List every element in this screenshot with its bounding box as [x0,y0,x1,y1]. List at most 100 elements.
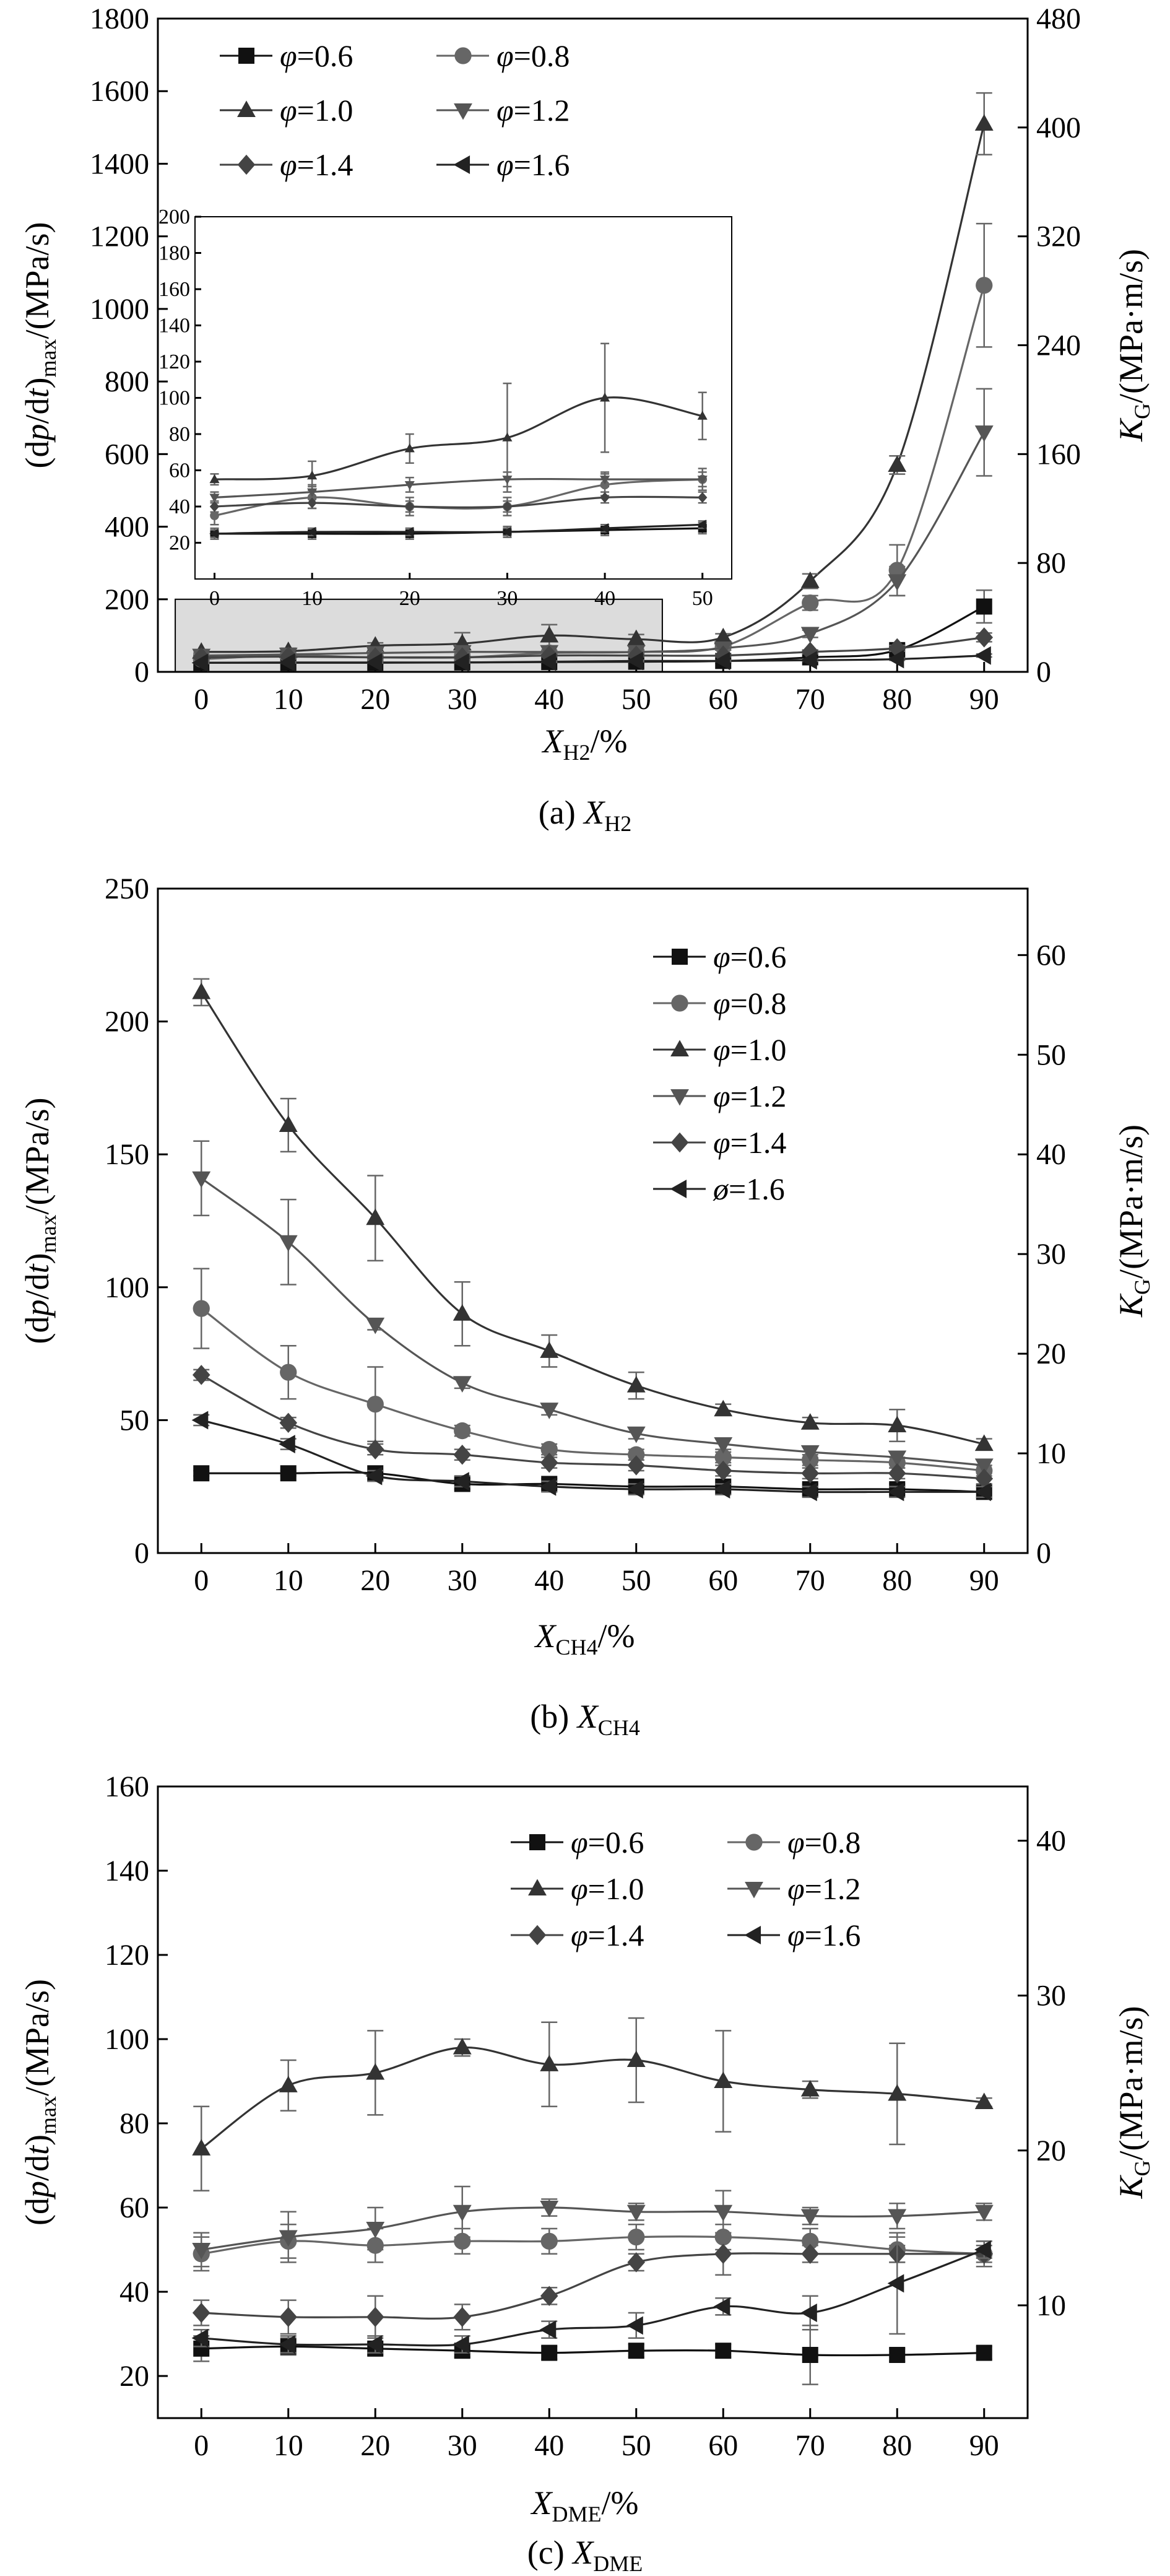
series-1.0 [209,342,708,493]
y-tick-label: 20 [119,2360,149,2393]
data-point [626,2050,646,2068]
legend-phi-symbol: φ [713,986,730,1020]
legend: φ=0.6φ=0.8φ=1.0φ=1.2φ=1.4ø=1.6 [653,939,786,1206]
y-tick-label: 120 [105,1939,149,1972]
y-tick-label: 50 [119,1404,149,1437]
data-point [191,653,209,672]
legend-phi-symbol: φ [571,1871,588,1906]
y2-tick-label: 10 [1036,1437,1066,1470]
inset-data-point [599,523,609,534]
data-point [974,114,994,131]
caption-sub: CH4 [598,1715,640,1740]
data-point [453,2335,469,2354]
y2-tick-label: 320 [1036,220,1081,253]
legend-phi-symbol: φ [713,939,730,974]
y2-tick-label: 400 [1036,111,1081,144]
legend-marker [237,100,256,118]
inset-frame [194,216,732,580]
y-tick-label: 150 [105,1138,149,1171]
legend-phi-value: =0.8 [514,38,570,73]
legend-marker [453,155,470,174]
caption-prefix: (b) [530,1698,577,1735]
legend-label: φ=0.8 [713,986,786,1020]
inset-data-point [209,494,220,503]
legend-marker [454,47,472,64]
legend-label: φ=1.4 [571,1918,644,1952]
panel-caption: (a) XH2 [539,794,631,836]
legend-marker [528,1879,547,1896]
legend-item: φ=1.6 [436,147,570,182]
data-line [201,2248,985,2347]
x-tick-label: 80 [882,1564,912,1597]
y-tick-label: 800 [105,365,149,398]
data-point [974,1458,994,1475]
y2-tick-label: 60 [1036,939,1066,972]
legend-phi-value: =1.2 [730,1079,787,1113]
y2-axis-label-unit: /(MPa·m/s) [1112,2006,1150,2160]
x-axis-label-sub: H2 [563,740,591,765]
y-axis-label-part: ) [19,2134,56,2146]
legend-item: ø=1.6 [653,1172,785,1206]
data-point [366,2221,385,2239]
data-point [800,1445,820,1462]
inset-data-point [405,501,415,512]
data-line [201,432,986,657]
data-point [191,2328,209,2348]
caption-sub: H2 [604,811,631,836]
data-point [279,1115,298,1133]
y-tick-label: 1600 [90,75,149,108]
data-point [974,2092,994,2110]
legend-marker [454,103,472,120]
data-point [627,1455,646,1476]
legend-label: ø=1.6 [713,1172,785,1206]
inset-data-point [404,481,415,490]
data-point [365,1466,383,1486]
data-point [975,1468,994,1489]
data-point [626,651,643,671]
data-point [800,571,820,588]
y-axis-label-part: p [19,2181,56,2200]
x-tick-label: 0 [194,1564,209,1597]
data-point [713,651,730,671]
legend-phi-value: =1.2 [514,93,570,128]
legend-marker [672,949,688,965]
legend-phi-value: =1.6 [729,1172,785,1206]
data-point [974,1482,991,1502]
data-point [888,574,907,591]
data-point [627,2252,646,2273]
series-0.6 [193,2325,992,2385]
x-tick-label: 20 [360,1564,390,1597]
data-point [974,2204,994,2222]
data-point [540,625,559,643]
y-axis-label-part: (d [19,2198,56,2226]
inset-data-point [600,476,610,485]
y2-tick-label: 30 [1036,1238,1066,1271]
x-axis-label-suffix: /% [598,1617,635,1655]
legend-item: φ=1.4 [653,1125,786,1160]
data-point [280,1364,297,1381]
data-point [366,1317,385,1334]
series-1.4 [192,2232,994,2339]
legend-item: φ=0.8 [727,1825,860,1860]
legend-label: φ=1.2 [496,93,570,128]
chart-panel: 20 40 60 80 100 120 140 160 10 20 30 40 0 10 20 30 40 50 6… [19,1770,1155,2576]
inset-data-point [698,492,708,503]
data-point [540,645,558,666]
y-axis-label-part: (d [19,1316,56,1344]
data-point [714,2204,733,2222]
legend-item: φ=1.2 [727,1871,860,1906]
legend-phi-symbol: φ [280,93,297,128]
data-point [628,1446,645,1463]
y2-axis-label-unit: /(MPa·m/s) [1112,249,1150,403]
x-tick-label: 10 [274,1564,303,1597]
inset-data-line [214,396,703,481]
legend-phi-symbol: φ [713,1079,730,1113]
inset-y-tick-label: 60 [169,459,190,482]
data-point [192,2139,211,2156]
x-tick-label: 0 [194,2429,209,2462]
data-point [801,2243,820,2265]
data-point [800,2209,820,2226]
legend-phi-symbol: ø [713,1172,729,1206]
legend-phi-symbol: φ [571,1825,588,1860]
